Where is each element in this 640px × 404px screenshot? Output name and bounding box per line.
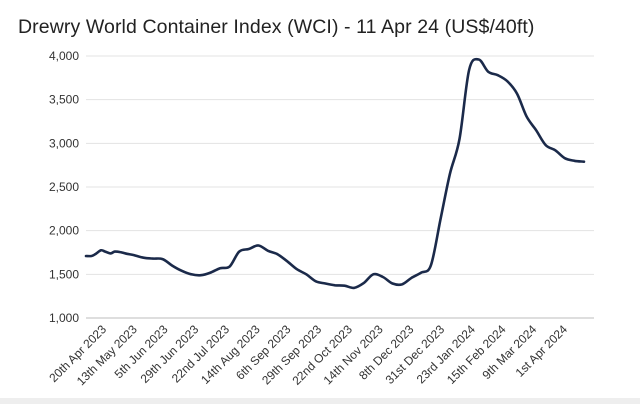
- y-tick-label: 3,500: [49, 93, 79, 107]
- chart-title: Drewry World Container Index (WCI) - 11 …: [18, 16, 535, 38]
- y-axis-ticks: 1,000 1,500 2,000 2,500 3,000 3,500 4,000: [49, 49, 79, 325]
- grid-lines: [86, 55, 594, 319]
- y-tick-label: 1,000: [49, 311, 79, 325]
- bottom-divider: [0, 398, 640, 404]
- y-tick-label: 3,000: [49, 136, 79, 150]
- y-tick-label: 2,500: [49, 180, 79, 194]
- series-line: [84, 57, 586, 290]
- y-tick-label: 2,000: [49, 224, 79, 238]
- y-tick-label: 4,000: [49, 49, 79, 63]
- series-group: [84, 57, 586, 290]
- y-tick-label: 1,500: [49, 267, 79, 281]
